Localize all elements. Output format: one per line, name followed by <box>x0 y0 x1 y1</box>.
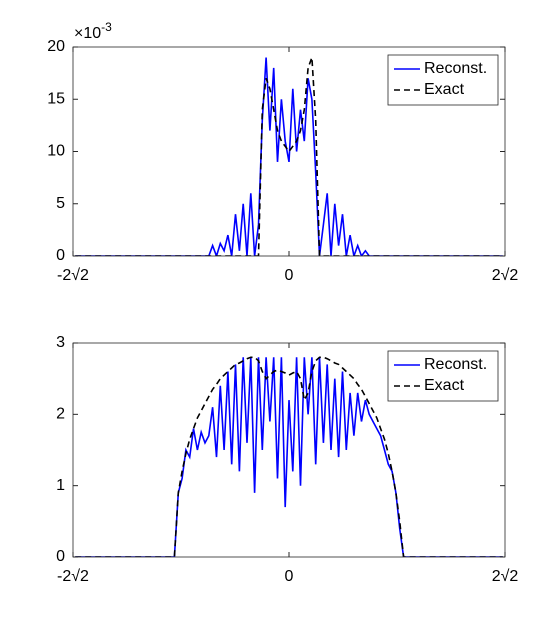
data-line <box>75 357 503 557</box>
data-line <box>75 57 503 256</box>
x-tick-label: 0 <box>285 568 294 585</box>
multiplier-base: ×10 <box>74 25 101 42</box>
x-tick-label: 2√2 <box>492 568 519 585</box>
x-tick-label: -2√2 <box>57 568 89 585</box>
multiplier-exponent: -3 <box>101 20 112 34</box>
legend-label: Reconst. <box>424 60 487 77</box>
y-tick-label: 5 <box>56 195 65 212</box>
legend-label: Exact <box>424 377 465 394</box>
x-tick-label: 2√2 <box>492 267 519 284</box>
y-tick-label: 15 <box>47 90 65 107</box>
y-tick-label: 20 <box>47 38 65 55</box>
y-tick-label: 3 <box>56 334 65 351</box>
data-line <box>75 356 503 557</box>
legend-label: Reconst. <box>424 356 487 373</box>
y-tick-label: 2 <box>56 406 65 423</box>
x-tick-label: 0 <box>285 267 294 284</box>
y-tick-label: 1 <box>56 477 65 494</box>
legend-box <box>387 54 499 106</box>
y-tick-label: 0 <box>56 548 65 565</box>
legend-box <box>387 350 499 402</box>
y-tick-label: 0 <box>56 247 65 264</box>
x-tick-label: -2√2 <box>57 267 89 284</box>
y-multiplier: ×10-3 <box>74 20 112 42</box>
legend-label: Exact <box>424 81 465 98</box>
y-tick-label: 10 <box>47 143 65 160</box>
